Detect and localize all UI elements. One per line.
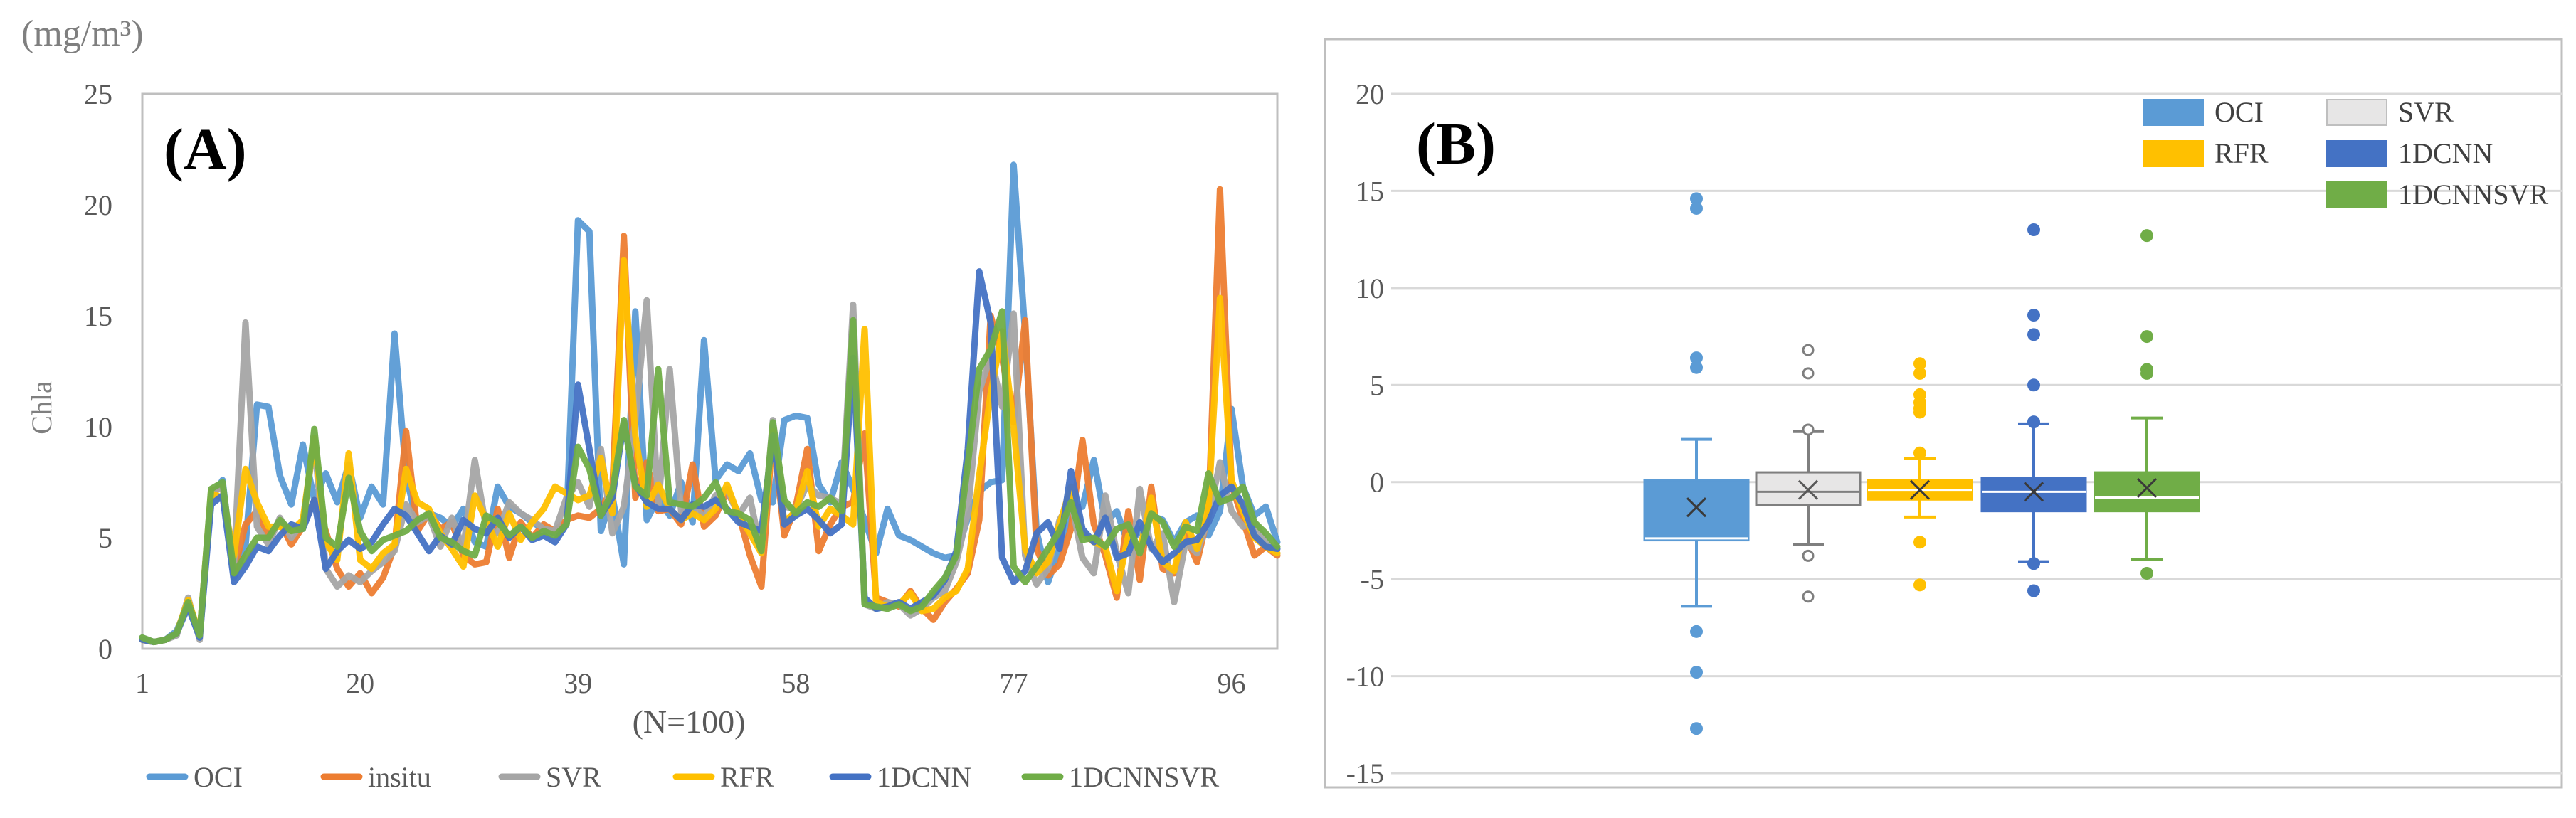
- panel-b: (B) -15 -10 -5 0 5 10 15 20 OCI SVR RFR 1DCNN 1DCNN…: [1324, 38, 2563, 790]
- outlier-point: [1802, 590, 1815, 603]
- legend-label-1dcnn: 1DCNN: [2398, 137, 2493, 169]
- boxplot-oci: [1643, 192, 1750, 735]
- legend-label-1dcnnsvr: 1DCNNSVR: [1069, 761, 1219, 793]
- mean-marker: [1798, 479, 1819, 500]
- legend-label-svr: SVR: [546, 761, 601, 793]
- outlier-point: [1802, 549, 1815, 562]
- legend-swatch-rfr: [2143, 140, 2204, 167]
- outlier-point: [1913, 405, 1926, 419]
- panel-a: (mg/m³) (A) Chla (N=100) 0 5 10 15 20 25 1 20 3…: [21, 14, 1281, 793]
- panel-label-b: (B): [1416, 111, 1496, 177]
- boxplot-rfr: [1867, 357, 1973, 592]
- outlier-point: [1913, 446, 1926, 460]
- gridlines: [1391, 92, 2562, 775]
- outlier-point: [2140, 366, 2153, 380]
- outlier-point: [2027, 584, 2040, 597]
- series-line-1dcnn: [139, 268, 1281, 646]
- plot-area-frame: [141, 92, 1279, 650]
- box: [1980, 477, 2087, 513]
- y-tick-label: 10: [84, 411, 112, 443]
- legend: OCI insitu SVR RFR 1DCNN 1DCNNSVR: [146, 761, 1219, 793]
- outlier-point: [2027, 415, 2040, 429]
- panel-label-a: (A): [164, 117, 247, 183]
- mean-marker: [1686, 497, 1707, 518]
- x-tick-labels: 1 20 39 58 77 96: [135, 667, 1246, 699]
- x-tick-label: 77: [999, 667, 1028, 699]
- y-tick-label: -5: [1361, 563, 1384, 595]
- unit-label: (mg/m³): [21, 14, 144, 54]
- boxplot-svr: [1755, 344, 1862, 603]
- outlier-point: [1690, 192, 1703, 206]
- y-tick-label: 15: [84, 300, 112, 332]
- x-tick-label: 58: [781, 667, 810, 699]
- y-tick-label: 25: [84, 78, 112, 110]
- box: [2094, 471, 2200, 513]
- x-tick-label: 96: [1218, 667, 1246, 699]
- x-axis-label: (N=100): [633, 703, 746, 740]
- x-tick-label: 1: [135, 667, 149, 699]
- y-tick-label: 15: [1356, 175, 1384, 207]
- y-tick-label: -15: [1346, 758, 1384, 790]
- boxplots: [1643, 192, 2200, 735]
- legend-label-oci: OCI: [2215, 96, 2264, 128]
- outlier-point: [2027, 328, 2040, 341]
- outlier-point: [1913, 578, 1926, 592]
- outlier-point: [2027, 378, 2040, 392]
- legend-swatch-svr: [2326, 99, 2387, 126]
- mean-marker: [2136, 477, 2158, 498]
- mean-marker: [1909, 479, 1931, 500]
- mean-marker: [2023, 482, 2044, 502]
- outlier-point: [1802, 423, 1815, 436]
- box: [1643, 479, 1750, 542]
- outlier-point: [1690, 201, 1703, 215]
- outlier-point: [1690, 361, 1703, 374]
- legend-swatch-oci: [2143, 99, 2204, 126]
- boxplot-1dcnnsvr: [2094, 229, 2200, 580]
- x-tick-label: 39: [564, 667, 592, 699]
- y-tick-labels: -15 -10 -5 0 5 10 15 20: [1346, 78, 1384, 790]
- legend-swatch-1dcnnsvr: [2326, 181, 2387, 208]
- y-tick-label: 20: [84, 189, 112, 221]
- outlier-point: [1690, 625, 1703, 638]
- outlier-point: [2140, 566, 2153, 580]
- outlier-point: [1802, 344, 1815, 356]
- outlier-point: [2027, 557, 2040, 570]
- outlier-point: [1913, 357, 1926, 371]
- y-axis-label: Chla: [26, 381, 58, 435]
- x-tick-label: 20: [346, 667, 374, 699]
- outlier-point: [1913, 536, 1926, 549]
- y-tick-label: 0: [1370, 467, 1384, 499]
- legend-label-1dcnnsvr: 1DCNNSVR: [2398, 179, 2548, 211]
- legend-label-oci: OCI: [194, 761, 243, 793]
- y-tick-label: 0: [98, 633, 112, 665]
- outlier-point: [2027, 223, 2040, 236]
- outlier-point: [2140, 229, 2153, 243]
- outlier-point: [1802, 367, 1815, 380]
- legend-label-1dcnn: 1DCNN: [877, 761, 971, 793]
- y-tick-label: 5: [98, 522, 112, 554]
- legend-label-svr: SVR: [2398, 96, 2454, 128]
- outlier-point: [1690, 351, 1703, 365]
- series-lines: [139, 161, 1281, 646]
- legend-label-rfr: RFR: [720, 761, 774, 793]
- y-tick-label: -10: [1346, 661, 1384, 693]
- legend-swatch-1dcnn: [2326, 140, 2387, 167]
- boxplot-1dcnn: [1980, 223, 2087, 597]
- panel-b-frame: [1324, 38, 2563, 789]
- outlier-point: [2027, 309, 2040, 322]
- legend-label-insitu: insitu: [368, 761, 431, 793]
- y-tick-label: 5: [1370, 369, 1384, 401]
- outlier-point: [1690, 666, 1703, 679]
- legend: OCI SVR RFR 1DCNN 1DCNNSVR: [2143, 96, 2548, 211]
- outlier-point: [1913, 366, 1926, 380]
- y-tick-labels: 0 5 10 15 20 25: [84, 78, 112, 665]
- outlier-point: [2140, 330, 2153, 344]
- y-tick-label: 20: [1356, 78, 1384, 110]
- legend-label-rfr: RFR: [2215, 137, 2269, 169]
- y-tick-label: 10: [1356, 272, 1384, 304]
- outlier-point: [1690, 722, 1703, 735]
- series-line-1dcnnsvr: [139, 308, 1281, 646]
